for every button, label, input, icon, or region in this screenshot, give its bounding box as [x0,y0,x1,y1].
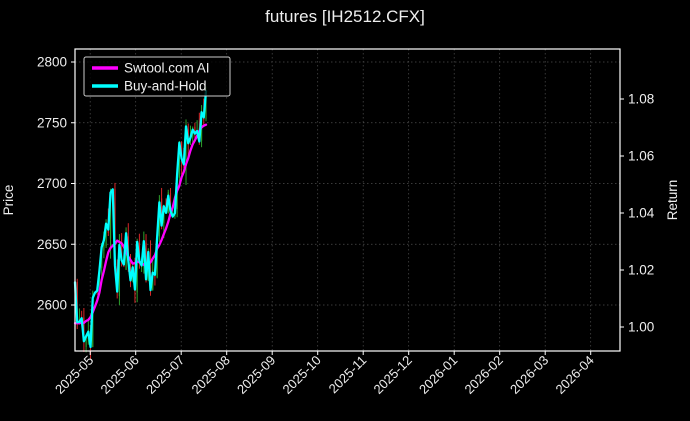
svg-text:Buy-and-Hold: Buy-and-Hold [124,79,207,94]
svg-text:Price: Price [1,185,16,216]
svg-text:2600: 2600 [37,298,67,313]
svg-text:1.00: 1.00 [628,320,654,335]
svg-text:1.08: 1.08 [628,92,654,107]
svg-text:2650: 2650 [37,237,67,252]
svg-text:1.06: 1.06 [628,149,654,164]
svg-text:Swtool.com AI: Swtool.com AI [124,61,210,76]
svg-text:1.04: 1.04 [628,206,655,221]
svg-text:Return: Return [665,180,680,221]
svg-text:2700: 2700 [37,176,67,191]
svg-text:2750: 2750 [37,115,67,130]
svg-text:1.02: 1.02 [628,263,654,278]
svg-text:2800: 2800 [37,55,67,70]
